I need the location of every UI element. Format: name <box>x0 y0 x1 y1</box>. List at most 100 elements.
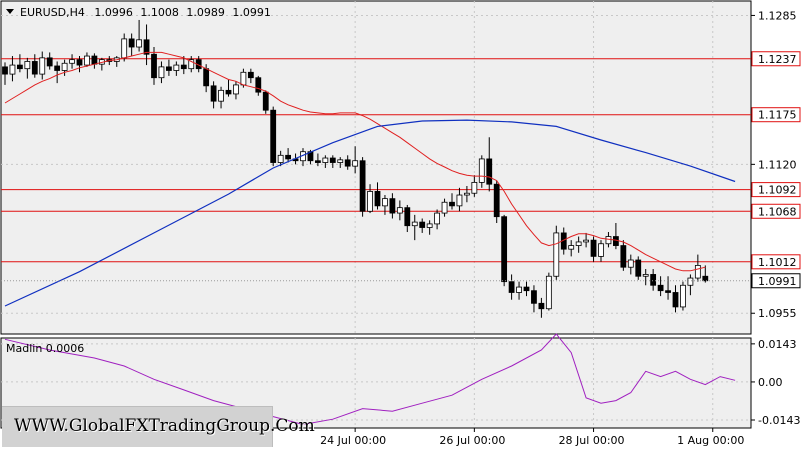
candle-body <box>180 64 187 70</box>
candle-body <box>404 207 411 227</box>
candle-body <box>441 201 448 214</box>
candle-body <box>24 61 31 70</box>
candle-body <box>426 223 433 228</box>
candle-body <box>188 59 195 70</box>
candle-body <box>553 232 560 277</box>
main-plot-area <box>0 0 752 335</box>
time-axis: 24 Jul 00:00 26 Jul 00:00 28 Jul 00:00 1 Au… <box>320 428 744 447</box>
time-label: 26 Jul 00:00 <box>439 434 505 447</box>
candle-body <box>31 61 38 75</box>
candle-body <box>255 77 262 93</box>
candle-body <box>680 284 686 308</box>
candle-body <box>642 274 649 277</box>
candle-body <box>240 71 247 86</box>
candle-body <box>151 53 157 79</box>
indicator-tick-label: 0.00 <box>758 376 783 389</box>
indicator-series <box>4 333 736 426</box>
time-label: 24 Jul 00:00 <box>320 434 386 447</box>
candle-body <box>449 201 455 207</box>
candle-body <box>501 216 508 283</box>
red-moving-average-line <box>4 51 706 272</box>
candle-body <box>583 239 589 243</box>
candle-body <box>352 160 359 167</box>
candle-body <box>598 243 604 257</box>
candle-body <box>69 59 75 64</box>
current-price-tag-label: 1.0991 <box>758 275 797 288</box>
price-axis: 1.1285 1.1120 1.0955 0.0143 0.00 -0.0143 1.099… <box>1 9 801 427</box>
level-tag-label: 1.1175 <box>758 109 797 122</box>
candle-body <box>665 290 671 293</box>
candle-body <box>173 64 180 71</box>
candle-body <box>247 71 254 79</box>
close-value: 1.0991 <box>232 6 271 19</box>
level-tag-label: 1.1012 <box>758 256 797 269</box>
candle-body <box>434 212 441 225</box>
horizontal-levels: 1.1237 1.1175 1.1092 1.1068 1.1012 <box>1 51 801 270</box>
indicator-tick-label: 0.0143 <box>758 338 797 351</box>
candle-body <box>158 66 165 79</box>
candle-body <box>262 91 269 111</box>
indicator-label: Madlin 0.0006 <box>6 342 84 355</box>
candle-body <box>672 292 679 308</box>
candles <box>2 19 709 318</box>
candle-body <box>694 265 701 279</box>
candle-body <box>121 38 128 59</box>
candle-body <box>687 277 694 286</box>
symbol-name: EURUSD,H4 <box>20 6 85 19</box>
candle-body <box>545 275 552 310</box>
candle-body <box>2 66 8 75</box>
candle-body <box>531 290 537 304</box>
candle-body <box>314 160 321 163</box>
candle-body <box>91 55 98 65</box>
candle-body <box>285 154 292 160</box>
time-label: 1 Aug 00:00 <box>677 434 744 447</box>
price-tick-label: 1.1285 <box>758 9 797 22</box>
candle-body <box>523 286 530 292</box>
candle-body <box>516 286 522 293</box>
level-tag-label: 1.1237 <box>758 53 797 66</box>
candle-body <box>277 154 284 163</box>
collapse-triangle-icon[interactable] <box>6 9 14 14</box>
candle-body <box>657 284 664 292</box>
candle-body <box>233 84 239 95</box>
candle-body <box>203 68 210 87</box>
level-tag-box <box>751 254 801 270</box>
candle-body <box>396 207 403 214</box>
low-value: 1.0989 <box>186 6 225 19</box>
level-tag-box <box>751 51 801 67</box>
candle-body <box>508 281 515 293</box>
level-tag-label: 1.1092 <box>758 184 797 197</box>
candle-body <box>419 221 426 228</box>
level-tag-label: 1.1068 <box>758 205 797 218</box>
candle-body <box>411 221 418 227</box>
candle-body <box>165 66 172 71</box>
watermark-box: WWW.GlobalFXTradingGroup.Com <box>2 406 315 447</box>
candle-body <box>493 183 500 218</box>
candle-body <box>471 181 478 194</box>
candle-body <box>337 159 344 163</box>
price-tick-label: 1.1120 <box>758 158 797 171</box>
candle-body <box>382 198 388 207</box>
indicator-line <box>4 333 736 426</box>
candle-body <box>218 89 224 102</box>
candle-body <box>143 39 150 55</box>
candle-body <box>568 245 575 250</box>
candle-body <box>225 89 232 95</box>
candle-body <box>54 65 61 71</box>
candle-body <box>538 302 545 310</box>
candle-body <box>486 158 493 185</box>
candle-body <box>463 192 470 196</box>
candle-body <box>84 55 90 66</box>
candle-body <box>46 57 53 67</box>
indicator-tick-label: -0.0143 <box>758 414 800 427</box>
candle-body <box>9 64 16 75</box>
candle-body <box>590 239 597 257</box>
candle-body <box>359 160 366 212</box>
candle-body <box>650 274 657 286</box>
current-price-tag-box <box>751 273 801 289</box>
candle-body <box>456 194 463 207</box>
candle-body <box>389 198 396 214</box>
moving-averages <box>4 51 736 307</box>
candle-body <box>270 109 277 163</box>
